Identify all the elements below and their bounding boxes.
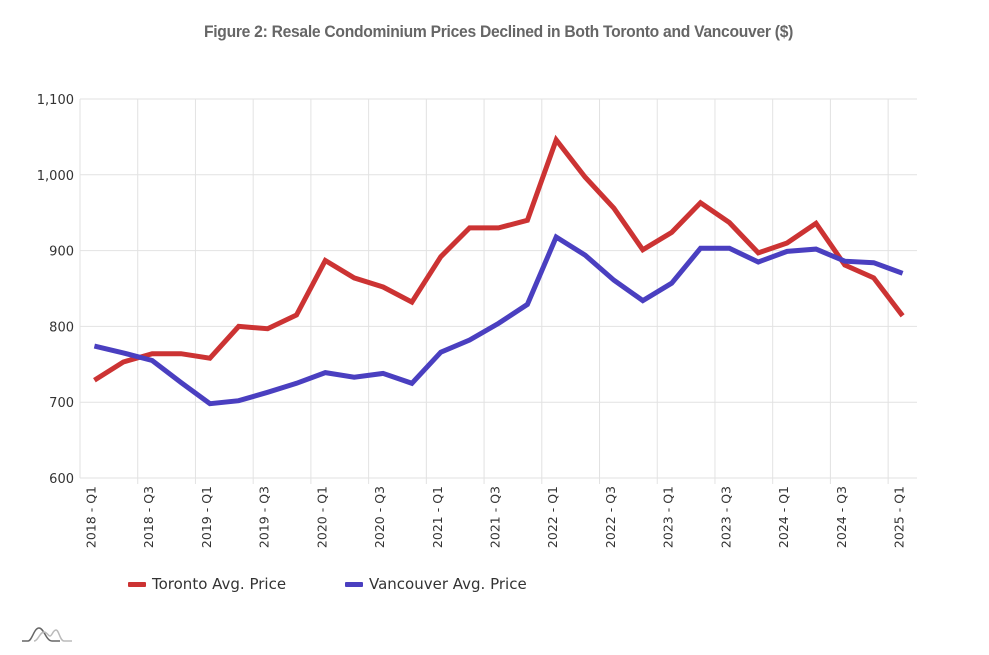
x-tick-label: 2019 - Q3 — [257, 486, 272, 548]
data-point-toronto[interactable] — [467, 225, 472, 230]
x-tick-label: 2021 - Q3 — [488, 486, 503, 548]
data-point-vancouver[interactable] — [871, 260, 876, 265]
data-point-vancouver[interactable] — [265, 390, 270, 395]
data-point-vancouver[interactable] — [611, 278, 616, 283]
x-axis-ticks: 2018 - Q1 2018 - Q3 2019 - Q1 2019 - Q3 2020… — [83, 486, 906, 548]
x-tick-label: 2022 - Q1 — [545, 486, 560, 548]
data-point-toronto[interactable] — [265, 326, 270, 331]
series-line-vancouver[interactable] — [93, 233, 904, 407]
x-tick-label: 2019 - Q1 — [199, 486, 214, 548]
data-point-vancouver[interactable] — [842, 259, 847, 264]
y-tick-label: 900 — [49, 245, 74, 260]
data-point-vancouver[interactable] — [438, 350, 443, 355]
x-tick-label: 2021 - Q1 — [430, 486, 445, 548]
data-point-toronto[interactable] — [409, 300, 414, 305]
x-tick-label: 2018 - Q1 — [83, 486, 98, 548]
data-point-vancouver[interactable] — [150, 358, 155, 363]
data-point-vancouver[interactable] — [900, 271, 905, 276]
data-point-vancouver[interactable] — [92, 344, 97, 349]
data-point-toronto[interactable] — [583, 175, 588, 180]
gridlines — [79, 98, 917, 484]
data-point-vancouver[interactable] — [294, 381, 299, 386]
data-point-vancouver[interactable] — [785, 249, 790, 254]
data-point-toronto[interactable] — [438, 254, 443, 259]
data-point-toronto[interactable] — [900, 313, 905, 318]
data-point-toronto[interactable] — [179, 351, 184, 356]
data-point-toronto[interactable] — [871, 275, 876, 280]
data-point-toronto[interactable] — [727, 220, 732, 225]
x-tick-label: 2023 - Q3 — [718, 486, 733, 548]
series-lines — [92, 134, 905, 407]
y-axis-ticks: 600 700 800 900 1,000 1,100 — [37, 93, 74, 487]
data-point-vancouver[interactable] — [813, 247, 818, 252]
data-point-vancouver[interactable] — [409, 381, 414, 386]
data-point-toronto[interactable] — [294, 313, 299, 318]
legend-label-vancouver: Vancouver Avg. Price — [369, 575, 527, 593]
data-point-vancouver[interactable] — [727, 246, 732, 251]
data-point-toronto[interactable] — [121, 360, 126, 365]
data-point-vancouver[interactable] — [179, 380, 184, 385]
data-point-vancouver[interactable] — [207, 401, 212, 406]
data-point-toronto[interactable] — [698, 200, 703, 205]
data-point-toronto[interactable] — [323, 258, 328, 263]
data-point-vancouver[interactable] — [756, 259, 761, 264]
x-tick-label: 2020 - Q3 — [372, 486, 387, 548]
data-point-toronto[interactable] — [150, 351, 155, 356]
data-point-toronto[interactable] — [92, 378, 97, 383]
data-point-toronto[interactable] — [207, 356, 212, 361]
data-point-vancouver[interactable] — [496, 321, 501, 326]
series-line-toronto[interactable] — [93, 134, 905, 383]
data-point-vancouver[interactable] — [640, 298, 645, 303]
data-point-vancouver[interactable] — [236, 398, 241, 403]
data-point-toronto[interactable] — [611, 206, 616, 211]
data-point-toronto[interactable] — [554, 137, 559, 142]
y-tick-label: 1,000 — [37, 169, 74, 184]
data-point-vancouver[interactable] — [381, 371, 386, 376]
legend-item-toronto[interactable]: Toronto Avg. Price — [128, 575, 286, 593]
data-point-toronto[interactable] — [236, 324, 241, 329]
y-tick-label: 700 — [49, 396, 74, 411]
x-tick-label: 2024 - Q3 — [834, 486, 849, 548]
data-point-toronto[interactable] — [785, 241, 790, 246]
legend-swatch-vancouver — [345, 581, 363, 587]
data-point-vancouver[interactable] — [467, 338, 472, 343]
chart-logo-icon — [22, 627, 72, 642]
legend-item-vancouver[interactable]: Vancouver Avg. Price — [345, 575, 527, 593]
x-tick-label: 2025 - Q1 — [892, 486, 907, 548]
data-point-toronto[interactable] — [669, 230, 674, 235]
x-tick-label: 2018 - Q3 — [141, 486, 156, 548]
y-tick-label: 800 — [49, 320, 74, 335]
y-tick-label: 1,100 — [37, 93, 74, 108]
data-point-vancouver[interactable] — [583, 253, 588, 258]
data-point-toronto[interactable] — [525, 218, 530, 223]
legend-swatch-toronto — [128, 581, 146, 587]
data-point-toronto[interactable] — [496, 225, 501, 230]
y-tick-label: 600 — [49, 472, 74, 487]
x-tick-label: 2024 - Q1 — [776, 486, 791, 548]
data-point-vancouver[interactable] — [525, 302, 530, 307]
data-point-vancouver[interactable] — [323, 370, 328, 375]
x-tick-label: 2023 - Q1 — [661, 486, 676, 548]
legend-label-toronto: Toronto Avg. Price — [152, 575, 287, 593]
x-tick-label: 2022 - Q3 — [603, 486, 618, 548]
chart-title: Figure 2: Resale Condominium Prices Decl… — [203, 22, 794, 41]
data-point-vancouver[interactable] — [121, 350, 126, 355]
data-point-toronto[interactable] — [352, 275, 357, 280]
data-point-vancouver[interactable] — [554, 234, 559, 239]
data-point-toronto[interactable] — [813, 221, 818, 226]
data-point-toronto[interactable] — [640, 247, 645, 252]
data-point-toronto[interactable] — [381, 284, 386, 289]
data-point-vancouver[interactable] — [698, 246, 703, 251]
data-point-vancouver[interactable] — [669, 281, 674, 286]
data-point-vancouver[interactable] — [352, 375, 357, 380]
data-point-toronto[interactable] — [756, 250, 761, 255]
x-tick-label: 2020 - Q1 — [314, 486, 329, 548]
